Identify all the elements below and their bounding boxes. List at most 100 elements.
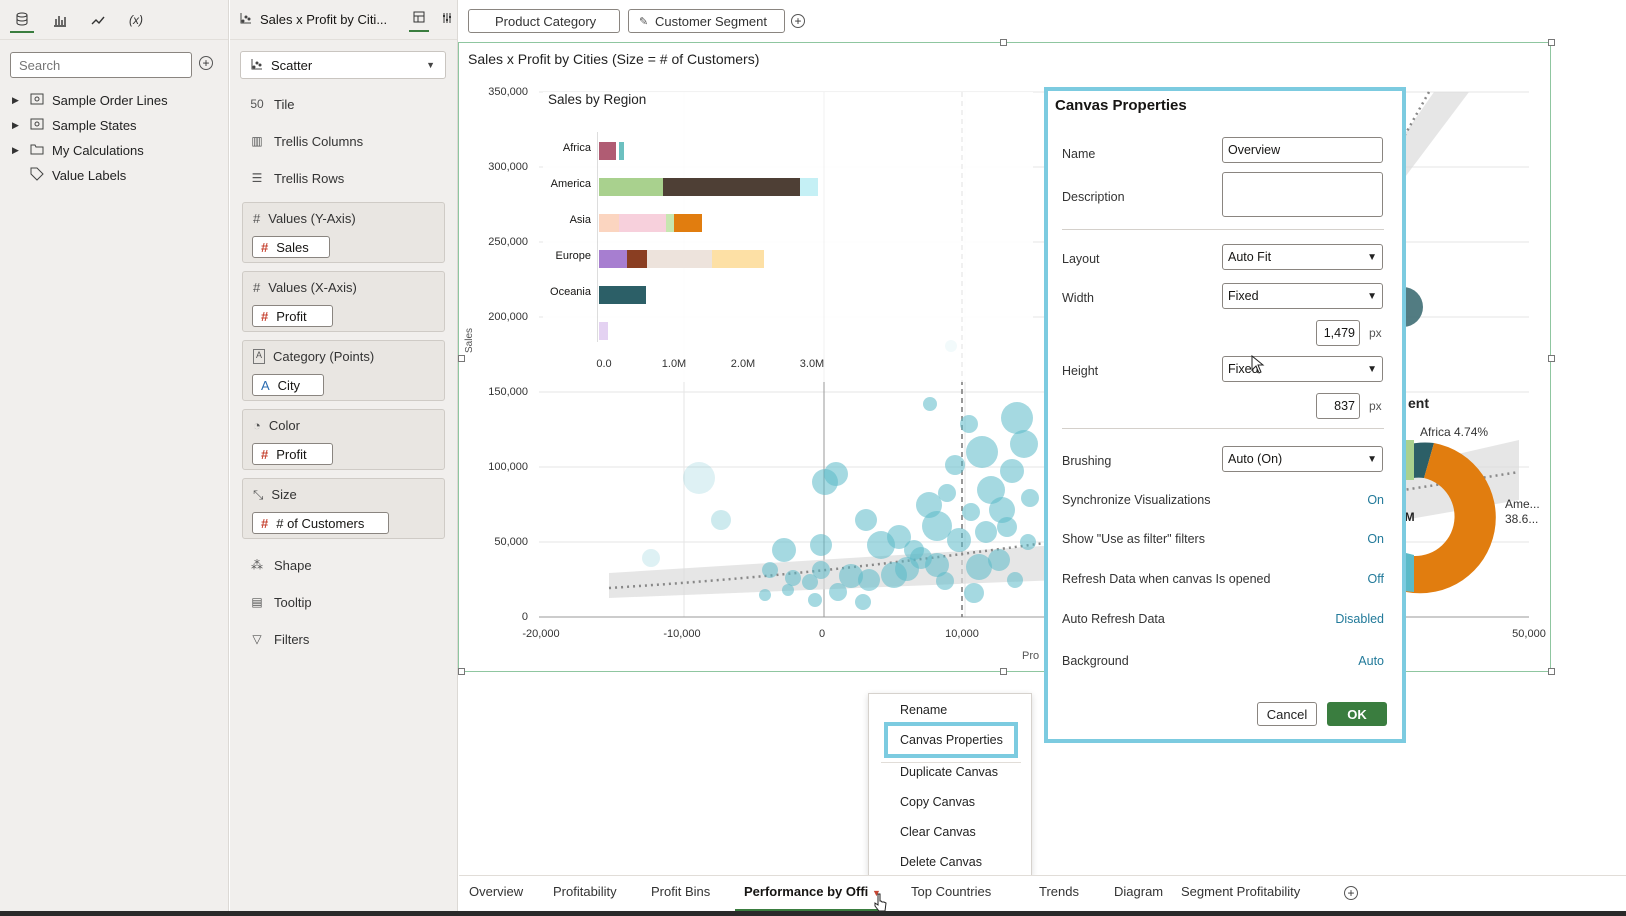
tab-profitability[interactable]: Profitability (553, 884, 617, 899)
tag-icon (30, 167, 44, 184)
region-bar[interactable] (599, 322, 608, 340)
y-axis-box[interactable]: # Values (Y-Axis) # Sales (242, 202, 445, 263)
city-pill[interactable]: A City (252, 374, 324, 396)
tooltip-icon: ▤ (251, 595, 263, 609)
region-bar[interactable] (674, 214, 702, 232)
tab-segment-profitability[interactable]: Segment Profitability (1181, 884, 1301, 899)
add-canvas-icon[interactable]: + (1344, 886, 1358, 900)
region-bar[interactable] (666, 214, 674, 232)
region-bar[interactable] (619, 214, 666, 232)
sync-toggle[interactable]: On (1367, 493, 1384, 507)
tab-performance-by-office[interactable]: Performance by Offi (744, 884, 869, 899)
description-field[interactable] (1222, 172, 1383, 217)
donut-chart[interactable] (1406, 440, 1506, 600)
refresh-open-toggle[interactable]: Off (1367, 572, 1384, 586)
profit-pill[interactable]: # Profit (252, 305, 333, 327)
menu-item-copy-canvas[interactable]: Copy Canvas (900, 795, 976, 809)
tree-item-label: My Calculations (52, 142, 144, 158)
menu-item-delete-canvas[interactable]: Delete Canvas (900, 855, 982, 869)
tab-overview[interactable]: Overview (469, 884, 524, 899)
category-box[interactable]: A Category (Points) A City (242, 340, 445, 401)
region-bar[interactable] (599, 250, 627, 268)
viz-type-select[interactable]: Scatter ▼ (240, 51, 446, 79)
menu-item-clear-canvas[interactable]: Clear Canvas (900, 825, 976, 839)
region-bar[interactable] (599, 286, 646, 304)
x-axis-box[interactable]: # Values (X-Axis) # Profit (242, 271, 445, 332)
cancel-button[interactable]: Cancel (1257, 702, 1317, 726)
analytics-tab-icon[interactable] (86, 7, 110, 33)
resize-handle[interactable] (458, 355, 465, 362)
layout-select[interactable]: Auto Fit ▼ (1222, 244, 1383, 270)
region-bar[interactable] (627, 250, 647, 268)
tab-top-countries[interactable]: Top Countries (911, 884, 992, 899)
region-bar[interactable] (599, 178, 663, 196)
region-bars[interactable] (597, 132, 897, 347)
trellis-columns-row[interactable]: ▥ Trellis Columns (251, 133, 364, 149)
brushing-select[interactable]: Auto (On) ▼ (1222, 446, 1383, 472)
expressions-tab-icon[interactable]: (x) (129, 12, 143, 27)
use-as-filter-toggle[interactable]: On (1367, 532, 1384, 546)
region-bar[interactable] (800, 178, 818, 196)
menu-divider (881, 762, 1021, 763)
tree-item-value-labels[interactable]: Value Labels (12, 164, 126, 186)
size-box[interactable]: ⤡ Size # # of Customers (242, 478, 445, 539)
resize-handle[interactable] (1548, 355, 1555, 362)
name-field[interactable]: Overview (1222, 137, 1383, 163)
expand-caret-icon[interactable]: ▶ (12, 119, 19, 130)
auto-refresh-toggle[interactable]: Disabled (1335, 612, 1384, 626)
add-filter-icon[interactable]: + (791, 14, 805, 28)
properties-tab-icon[interactable] (437, 8, 457, 31)
tab-menu-caret-icon[interactable]: ▼ (872, 888, 881, 898)
filter-customer-segment[interactable]: ✎ Customer Segment (628, 9, 785, 33)
background-select[interactable]: Auto (1358, 654, 1384, 668)
scatter-bubbles[interactable] (642, 340, 1039, 610)
color-box[interactable]: ◔ Color # Profit (242, 409, 445, 470)
tab-trends[interactable]: Trends (1039, 884, 1079, 899)
resize-handle[interactable] (1548, 668, 1555, 675)
customers-pill[interactable]: # # of Customers (252, 512, 389, 534)
tile-row[interactable]: 50 Tile (250, 96, 295, 112)
sales-pill[interactable]: # Sales (252, 236, 330, 258)
menu-item-duplicate-canvas[interactable]: Duplicate Canvas (900, 765, 998, 779)
profit-color-pill[interactable]: # Profit (252, 443, 333, 465)
resize-handle[interactable] (1548, 39, 1555, 46)
expand-caret-icon[interactable]: ▶ (12, 94, 19, 105)
add-data-icon[interactable]: + (199, 56, 213, 70)
width-mode-select[interactable]: Fixed ▼ (1222, 283, 1383, 309)
height-input[interactable]: 837 (1316, 393, 1360, 419)
height-mode-select[interactable]: Fixed ▼ (1222, 356, 1383, 382)
tree-item-my-calculations[interactable]: ▶ My Calculations (12, 139, 144, 161)
region-bar[interactable] (663, 178, 800, 196)
width-input[interactable]: 1,479 (1316, 320, 1360, 346)
bottom-strip (0, 911, 1626, 916)
y-tick: 0 (521, 611, 528, 623)
region-bar[interactable] (599, 142, 616, 160)
region-bar[interactable] (712, 250, 764, 268)
tooltip-row[interactable]: ▤ Tooltip (251, 594, 312, 610)
tree-item-sample-states[interactable]: ▶ Sample States (12, 114, 137, 136)
region-chart[interactable]: Sales by Region Africa America Asia Euro… (543, 92, 1033, 382)
grammar-tab-icon[interactable] (409, 7, 429, 32)
tree-item-sample-order-lines[interactable]: ▶ Sample Order Lines (12, 89, 168, 111)
resize-handle[interactable] (458, 668, 465, 675)
menu-item-canvas-properties[interactable]: Canvas Properties (900, 733, 1003, 747)
resize-handle[interactable] (1000, 668, 1007, 675)
region-bar[interactable] (599, 214, 619, 232)
tab-diagram[interactable]: Diagram (1114, 884, 1164, 899)
search-input[interactable] (10, 52, 192, 78)
shape-row[interactable]: ⁂ Shape (251, 557, 312, 573)
menu-item-rename[interactable]: Rename (900, 703, 948, 717)
filters-row[interactable]: ▽ Filters (250, 628, 309, 650)
region-bar[interactable] (647, 250, 712, 268)
ok-button[interactable]: OK (1327, 702, 1387, 726)
expand-caret-icon[interactable]: ▶ (12, 144, 19, 155)
tab-profit-bins[interactable]: Profit Bins (651, 884, 711, 899)
trellis-columns-icon: ▥ (251, 134, 263, 148)
donut-slice[interactable] (1406, 443, 1496, 594)
data-tab-icon[interactable] (10, 7, 34, 33)
visualizations-tab-icon[interactable] (48, 7, 72, 33)
resize-handle[interactable] (1000, 39, 1007, 46)
filter-product-category[interactable]: Product Category (468, 9, 620, 33)
trellis-rows-row[interactable]: ☰ Trellis Rows (251, 170, 345, 186)
region-bar[interactable] (619, 142, 624, 160)
